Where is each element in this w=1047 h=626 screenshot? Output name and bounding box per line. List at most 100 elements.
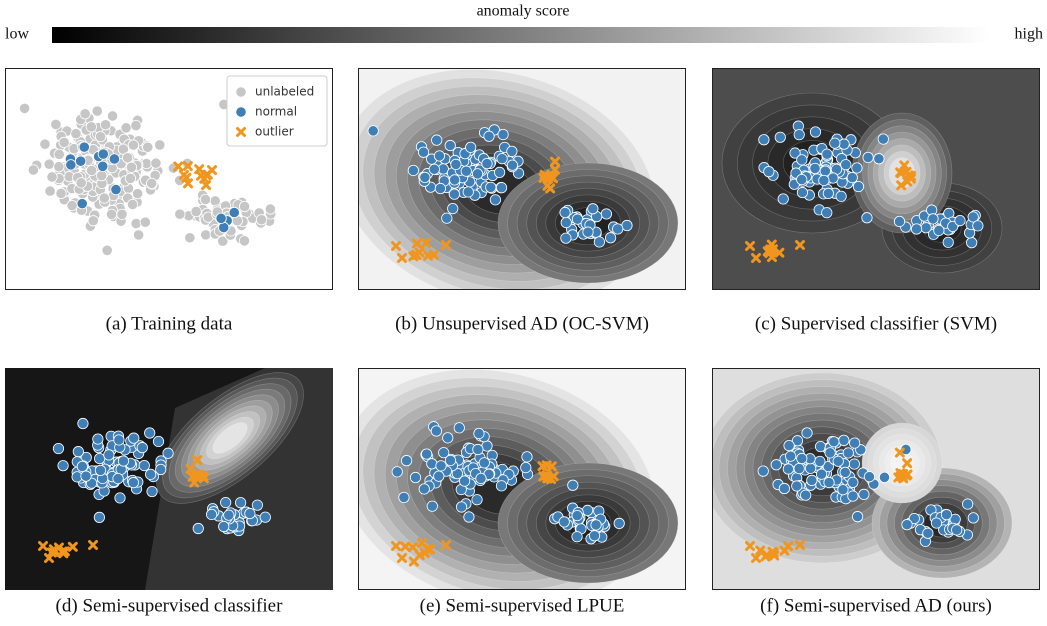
- normal-point: [861, 212, 873, 224]
- normal-point: [473, 427, 485, 440]
- normal-point: [458, 475, 471, 487]
- normal-point: [94, 452, 106, 465]
- normal-point: [398, 491, 410, 504]
- normal-point: [600, 208, 613, 220]
- outlier-point: [899, 160, 910, 171]
- normal-point: [972, 220, 984, 232]
- normal-point: [791, 435, 804, 447]
- legend-label: normal: [255, 105, 297, 119]
- normal-point: [407, 164, 419, 177]
- normal-point: [590, 519, 602, 531]
- normal-point: [475, 472, 487, 485]
- normal-point: [471, 168, 484, 180]
- normal-point: [796, 186, 809, 199]
- legend-label: outlier: [255, 125, 294, 139]
- normal-point: [220, 496, 232, 509]
- normal-point: [947, 220, 959, 233]
- unlabeled-point: [264, 203, 277, 215]
- normal-point: [78, 141, 90, 153]
- normal-point: [910, 223, 923, 235]
- outlier-point: [181, 172, 192, 183]
- unlabeled-point: [91, 105, 103, 117]
- outlier-point: [895, 168, 906, 179]
- outlier-point: [546, 474, 557, 485]
- normal-point: [251, 499, 264, 511]
- normal-point: [471, 494, 483, 506]
- normal-point: [933, 224, 945, 237]
- panel: [5, 368, 333, 590]
- caption: (b) Unsupervised AD (OC-SVM): [395, 313, 649, 334]
- normal-point: [560, 232, 572, 244]
- outlier-point: [190, 470, 201, 481]
- outlier-point: [795, 540, 805, 550]
- normal-point: [103, 449, 115, 461]
- normal-point: [571, 509, 583, 522]
- normal-point: [441, 212, 453, 224]
- normal-point: [117, 455, 130, 467]
- normal-point: [847, 490, 859, 502]
- normal-point: [604, 232, 617, 244]
- normal-point: [421, 448, 433, 460]
- normal-point: [560, 216, 572, 229]
- normal-point: [621, 219, 633, 232]
- unlabeled-point: [146, 177, 158, 190]
- normal-point: [838, 434, 850, 446]
- panel: [358, 368, 686, 590]
- unlabeled-point: [79, 108, 91, 120]
- normal-point: [757, 465, 769, 477]
- outlier-point: [400, 541, 411, 552]
- unlabeled-point: [85, 121, 97, 133]
- unlabeled-point: [105, 208, 118, 220]
- normal-point: [785, 450, 797, 462]
- normal-point: [481, 158, 493, 170]
- panel: [712, 368, 1040, 590]
- outlier-point: [541, 460, 552, 471]
- normal-point: [821, 207, 833, 219]
- normal-point: [138, 459, 150, 472]
- normal-point: [192, 522, 204, 535]
- normal-point: [75, 155, 87, 167]
- panel-frame: [358, 68, 686, 290]
- normal-point: [97, 148, 109, 160]
- panel-frame: [5, 68, 333, 290]
- normal-point: [893, 215, 906, 228]
- outlier-point: [173, 161, 184, 172]
- outlier-point: [441, 540, 451, 550]
- normal-point: [858, 488, 870, 500]
- outlier-point: [391, 541, 401, 551]
- normal-point: [495, 480, 508, 492]
- normal-point: [778, 482, 790, 495]
- outlier-point: [441, 240, 451, 250]
- outlier-point: [545, 183, 556, 194]
- normal-point: [417, 146, 430, 158]
- normal-point: [593, 236, 605, 248]
- unlabeled-point: [50, 118, 62, 131]
- unlabeled-point: [217, 235, 229, 247]
- colorbar-low: low: [5, 26, 29, 43]
- unlabeled-point: [184, 232, 196, 244]
- unlabeled-point: [27, 164, 39, 176]
- unlabeled-point: [238, 200, 251, 213]
- normal-point: [463, 511, 475, 523]
- unlabeled-point: [116, 208, 128, 220]
- normal-point: [835, 190, 847, 202]
- unlabeled-point: [87, 215, 99, 227]
- normal-point: [793, 129, 805, 141]
- normal-point: [152, 435, 165, 448]
- normal-point: [832, 455, 844, 467]
- normal-point: [108, 153, 121, 165]
- normal-point: [495, 182, 508, 194]
- outlier-point: [408, 251, 419, 262]
- outlier-point: [766, 239, 777, 250]
- normal-point: [77, 417, 89, 430]
- normal-point: [927, 213, 939, 225]
- normal-point: [453, 422, 465, 434]
- normal-point: [588, 530, 601, 542]
- normal-point: [967, 211, 979, 223]
- normal-point: [796, 452, 808, 465]
- normal-point: [52, 442, 65, 455]
- normal-point: [521, 451, 533, 463]
- unlabeled-point: [18, 102, 31, 114]
- unlabeled-point: [66, 199, 78, 212]
- normal-point: [146, 485, 158, 498]
